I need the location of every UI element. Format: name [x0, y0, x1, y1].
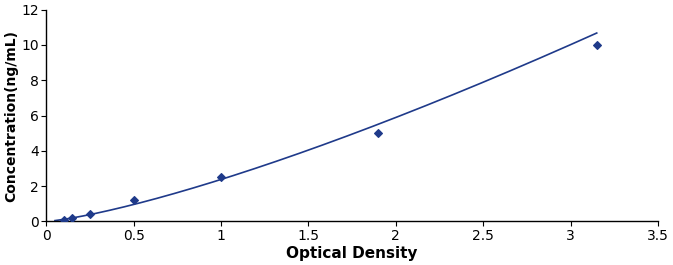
X-axis label: Optical Density: Optical Density [286, 246, 418, 261]
Y-axis label: Concentration(ng/mL): Concentration(ng/mL) [4, 29, 18, 202]
